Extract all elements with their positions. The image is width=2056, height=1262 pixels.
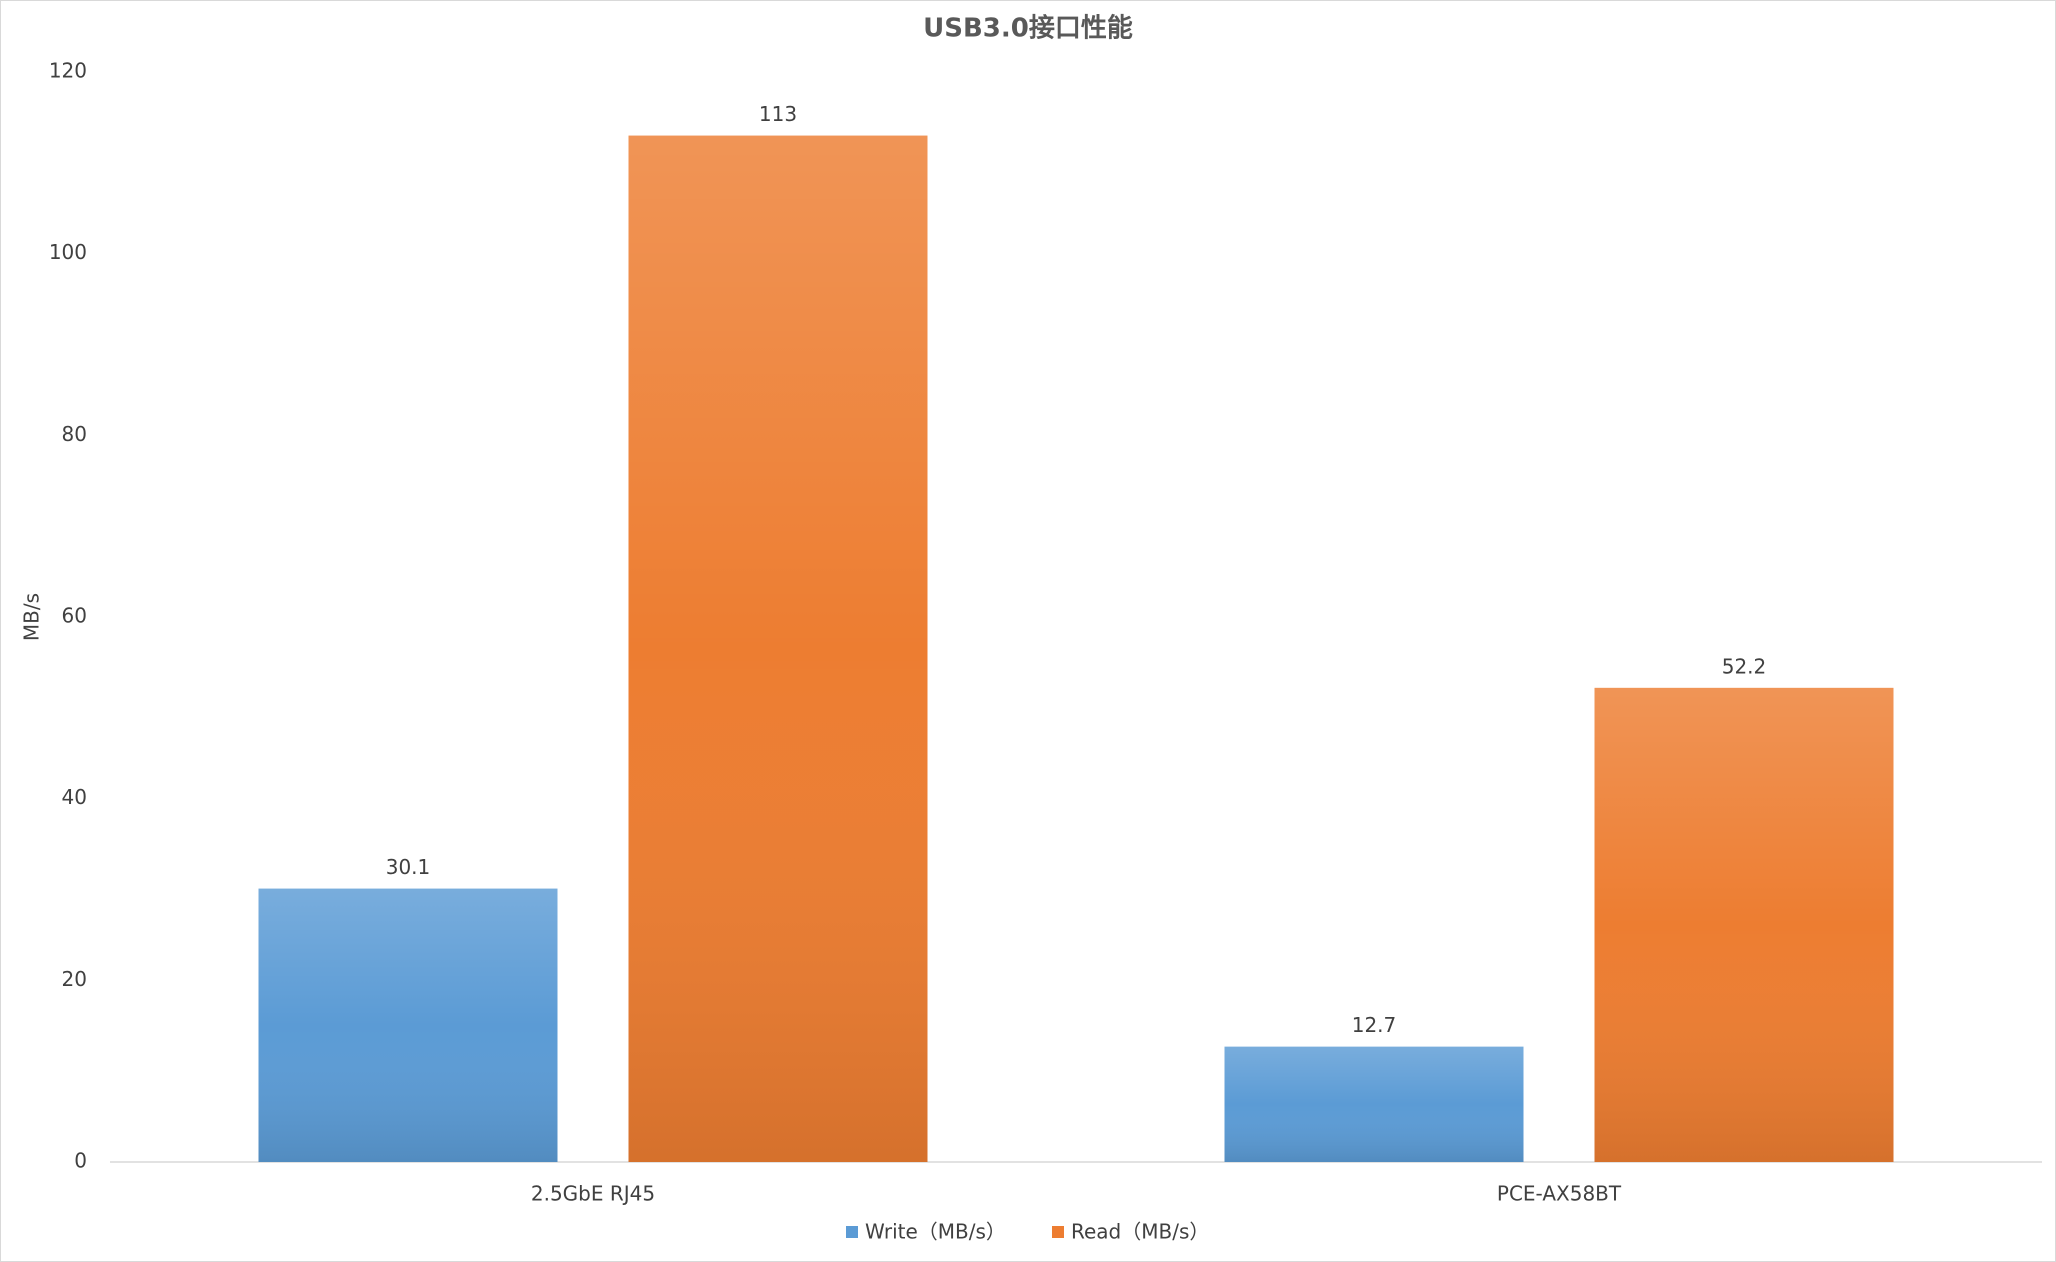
x-tick-label: PCE-AX58BT xyxy=(1497,1182,1622,1206)
y-tick-label: 40 xyxy=(62,785,87,809)
legend-swatch xyxy=(846,1226,858,1238)
y-tick-label: 120 xyxy=(49,59,87,83)
y-tick-label: 20 xyxy=(62,967,87,991)
data-label: 113 xyxy=(759,102,797,126)
chart-title: USB3.0接口性能 xyxy=(923,13,1133,44)
data-label: 30.1 xyxy=(386,855,431,879)
x-tick-label: 2.5GbE RJ45 xyxy=(531,1182,655,1206)
y-tick-label: 80 xyxy=(62,422,87,446)
data-label: 12.7 xyxy=(1352,1013,1397,1037)
legend-label: Write（MB/s） xyxy=(865,1220,1006,1244)
bar-shine xyxy=(258,888,558,1162)
bar-shine xyxy=(1594,687,1894,1162)
bar-shine xyxy=(628,135,928,1162)
y-tick-label: 60 xyxy=(62,604,87,628)
y-tick-label: 0 xyxy=(74,1149,87,1173)
legend-swatch xyxy=(1052,1226,1064,1238)
bar-shine xyxy=(1224,1046,1524,1162)
legend-label: Read（MB/s） xyxy=(1071,1220,1209,1244)
y-axis-label: MB/s xyxy=(20,593,44,641)
y-tick-label: 100 xyxy=(49,240,87,264)
data-label: 52.2 xyxy=(1722,654,1767,678)
